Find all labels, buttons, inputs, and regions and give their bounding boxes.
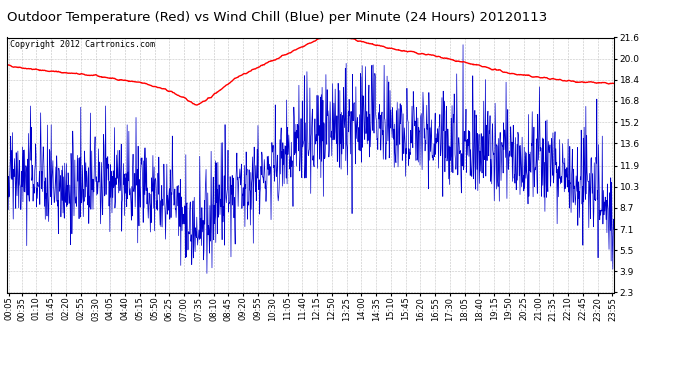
Text: Copyright 2012 Cartronics.com: Copyright 2012 Cartronics.com xyxy=(10,40,155,49)
Text: Outdoor Temperature (Red) vs Wind Chill (Blue) per Minute (24 Hours) 20120113: Outdoor Temperature (Red) vs Wind Chill … xyxy=(7,11,547,24)
